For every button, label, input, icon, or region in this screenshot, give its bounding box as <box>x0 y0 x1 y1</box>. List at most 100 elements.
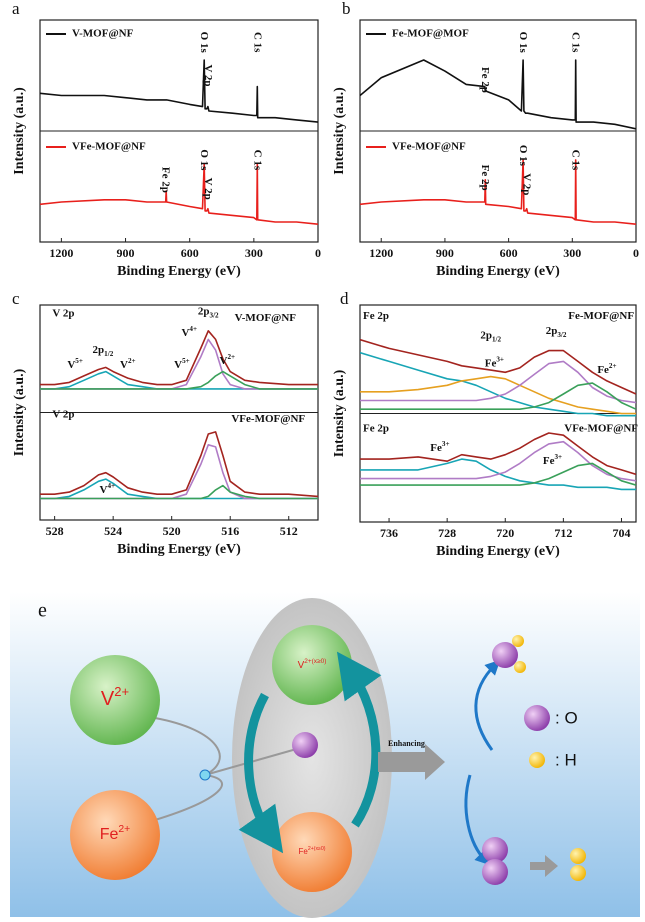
chart-panel: cBinding Energy (eV)Intensity (a.u.)5285… <box>12 289 318 557</box>
peak-label-main: O 1s <box>199 32 211 54</box>
peak-label: O 1s <box>199 149 211 171</box>
spectrum-line <box>40 164 318 224</box>
o-atom <box>292 732 318 758</box>
peak-label-main: V <box>120 359 128 371</box>
x-tick-label: 704 <box>612 526 630 540</box>
x-tick-label: 736 <box>380 526 398 540</box>
x-tick-label: 516 <box>221 524 239 538</box>
spectrum-line <box>360 60 636 129</box>
peak-label-main: Fe 2p <box>160 167 172 193</box>
node-label-sup: 2+ <box>114 684 129 699</box>
peak-label-main: V 2p <box>202 64 214 86</box>
peak-label-main: O 1s <box>518 145 530 167</box>
peak-label-sub: 3/2 <box>210 311 220 319</box>
peak-label-main: V-MOF@NF <box>235 311 297 323</box>
x-axis-label: Binding Energy (eV) <box>117 264 241 279</box>
peak-label: V4+ <box>181 325 197 339</box>
legend-label: : O <box>555 708 578 727</box>
o-atom <box>482 859 508 885</box>
electron <box>200 770 210 780</box>
peak-label-sup: 2+ <box>128 357 136 365</box>
peak-label-main: V 2p <box>521 173 533 195</box>
x-tick-label: 712 <box>554 526 572 540</box>
panel-label: e <box>38 600 47 622</box>
peak-label: C 1s <box>252 150 264 171</box>
peak-label: O 1s <box>199 32 211 54</box>
peak-label: V2+ <box>219 353 235 367</box>
peak-label-sup: 2+ <box>609 362 617 370</box>
peak-label: C 1s <box>570 150 582 171</box>
peak-label: 2p3/2 <box>546 325 567 339</box>
x-tick-label: 1200 <box>369 246 393 260</box>
peak-label-main: V <box>219 354 227 366</box>
peak-label-main: Fe <box>485 357 497 369</box>
v-sphere <box>70 655 160 745</box>
x-tick-label: 528 <box>46 524 64 538</box>
peak-label: V 2p <box>202 178 214 200</box>
peak-label-main: Fe <box>597 364 609 376</box>
x-tick-label: 524 <box>104 524 122 538</box>
peak-label: Fe 2p <box>479 67 491 93</box>
peak-label: VFe-MOF@NF <box>231 412 305 424</box>
x-tick-label: 600 <box>181 246 199 260</box>
peak-label-sup: 3+ <box>442 440 450 448</box>
peak-label-main: 2p <box>480 329 492 341</box>
peak-label: Fe 2p <box>160 167 172 193</box>
peak-label: Fe2+ <box>597 362 616 376</box>
peak-label-main: V 2p <box>52 307 74 319</box>
peak-label-main: Fe 2p <box>479 67 491 93</box>
y-axis-label: Intensity (a.u.) <box>12 87 27 175</box>
x-tick-label: 512 <box>280 524 298 538</box>
spectrum-line <box>40 60 318 122</box>
legend-label: V-MOF@NF <box>72 28 134 40</box>
mechanism-diagram: e Enhancing : O : H V2+Fe2+V2+(x≥0)Fe2+(… <box>10 592 640 918</box>
x-tick-label: 900 <box>117 246 135 260</box>
peak-label: VFe-MOF@NF <box>564 422 638 434</box>
peak-label-main: Fe 2p <box>363 309 389 321</box>
peak-label-main: Fe <box>543 455 555 467</box>
peak-label: Fe3+ <box>543 453 562 467</box>
peak-label-main: V <box>100 483 108 495</box>
legend-label: Fe-MOF@MOF <box>392 28 469 40</box>
panel-label: d <box>340 289 349 308</box>
peak-label: V 2p <box>521 173 533 195</box>
peak-label: C 1s <box>252 32 264 53</box>
node-label-sup: 2+(x≥0) <box>304 658 326 665</box>
peak-label-sub: 1/2 <box>104 350 114 358</box>
legend-o <box>524 705 550 731</box>
peak-label-sup: 4+ <box>107 482 115 490</box>
peak-label-sup: 2+ <box>227 353 235 361</box>
peak-label: O 1s <box>518 32 530 54</box>
peak-label: C 1s <box>570 32 582 53</box>
panel-label: b <box>342 0 351 18</box>
y-axis-label: Intensity (a.u.) <box>12 368 27 456</box>
peak-label: V 2p <box>202 64 214 86</box>
peak-label-sub: 1/2 <box>492 335 502 343</box>
peak-label: 2p1/2 <box>480 329 501 343</box>
peak-label-main: V <box>67 359 75 371</box>
y-axis-label: Intensity (a.u.) <box>332 369 347 457</box>
panel-label: c <box>12 289 20 308</box>
spectrum-line <box>40 432 318 497</box>
x-tick-label: 0 <box>633 246 639 260</box>
x-tick-label: 300 <box>245 246 263 260</box>
peak-label-main: VFe-MOF@NF <box>564 422 638 434</box>
spectrum-line <box>360 433 636 474</box>
legend-h <box>529 752 545 768</box>
peak-label: V4+ <box>100 482 116 496</box>
spectrum-line <box>360 160 636 224</box>
peak-label: Fe 2p <box>363 309 389 321</box>
peak-label-main: Fe 2p <box>363 422 389 434</box>
peak-label-main: V <box>181 326 189 338</box>
peak-label-main: C 1s <box>570 32 582 53</box>
peak-label-main: VFe-MOF@NF <box>231 412 305 424</box>
peak-label-main: 2p <box>93 344 105 356</box>
peak-label-main: 2p <box>546 325 558 337</box>
h-atom <box>570 848 586 864</box>
peak-label: Fe-MOF@NF <box>568 309 634 321</box>
peak-label: V 2p <box>52 307 74 319</box>
peak-label-main: Fe-MOF@NF <box>568 309 634 321</box>
